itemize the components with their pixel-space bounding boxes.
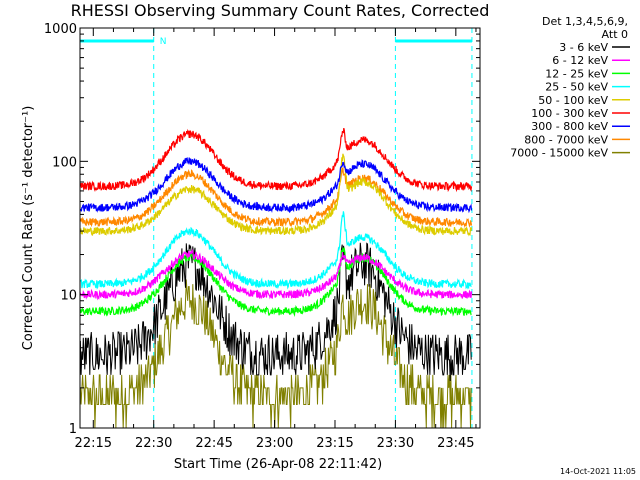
legend-label-8: 800 - 7000 keV <box>524 133 608 146</box>
legend-label-7: 300 - 800 keV <box>531 120 608 133</box>
y-tick-label: 100 <box>52 155 77 170</box>
legend-label-9: 7000 - 15000 keV <box>510 147 608 160</box>
chart-title: RHESSI Observing Summary Count Rates, Co… <box>71 1 490 20</box>
legend-label-6: 100 - 300 keV <box>531 107 608 120</box>
series-line-2 <box>79 248 473 301</box>
x-tick-label: 22:45 <box>195 436 232 451</box>
y-axis-label: Corrected Count Rate (s⁻¹ detector⁻¹) <box>21 106 36 351</box>
x-tick-label: 23:15 <box>316 436 353 451</box>
x-tick-label: 22:15 <box>75 436 112 451</box>
x-tick-label: 23:45 <box>437 436 474 451</box>
series-line-6 <box>79 127 473 193</box>
x-axis-label: Start Time (26-Apr-08 22:11:42) <box>174 457 382 472</box>
timestamp: 14-Oct-2021 11:05 <box>560 467 636 476</box>
legend-label-3: 12 - 25 keV <box>545 67 608 80</box>
x-axis: 22:15 22:30 22:45 23:00 23:15 23:30 23:45 <box>75 28 477 451</box>
y-tick-label: 1 <box>69 422 77 437</box>
series-line-4 <box>80 211 472 290</box>
legend-label-1: 3 - 6 keV <box>559 41 608 54</box>
y-axis: 1 10 100 1000 <box>44 22 480 437</box>
plot-area: N <box>79 28 473 429</box>
series-line-5 <box>79 153 473 237</box>
night-label: N <box>160 37 167 47</box>
legend-title-line-2: Att 0 <box>602 28 628 41</box>
x-tick-label: 23:00 <box>256 436 293 451</box>
series-line-3 <box>79 247 472 317</box>
legend-title-line-1: Det 1,3,4,5,6,9, <box>542 15 628 28</box>
x-tick-label: 23:30 <box>377 436 414 451</box>
x-tick-label: 22:30 <box>135 436 172 451</box>
plot-frame <box>79 27 481 429</box>
y-tick-label: 10 <box>60 289 77 304</box>
legend-label-2: 6 - 12 keV <box>552 54 608 67</box>
y-tick-label: 1000 <box>44 22 77 37</box>
legend-label-5: 50 - 100 keV <box>538 94 608 107</box>
legend-label-4: 25 - 50 keV <box>545 81 608 94</box>
series-line-9 <box>79 279 472 429</box>
series-line-7 <box>79 156 473 214</box>
series-line-1 <box>79 242 472 382</box>
series-line-8 <box>79 167 473 229</box>
